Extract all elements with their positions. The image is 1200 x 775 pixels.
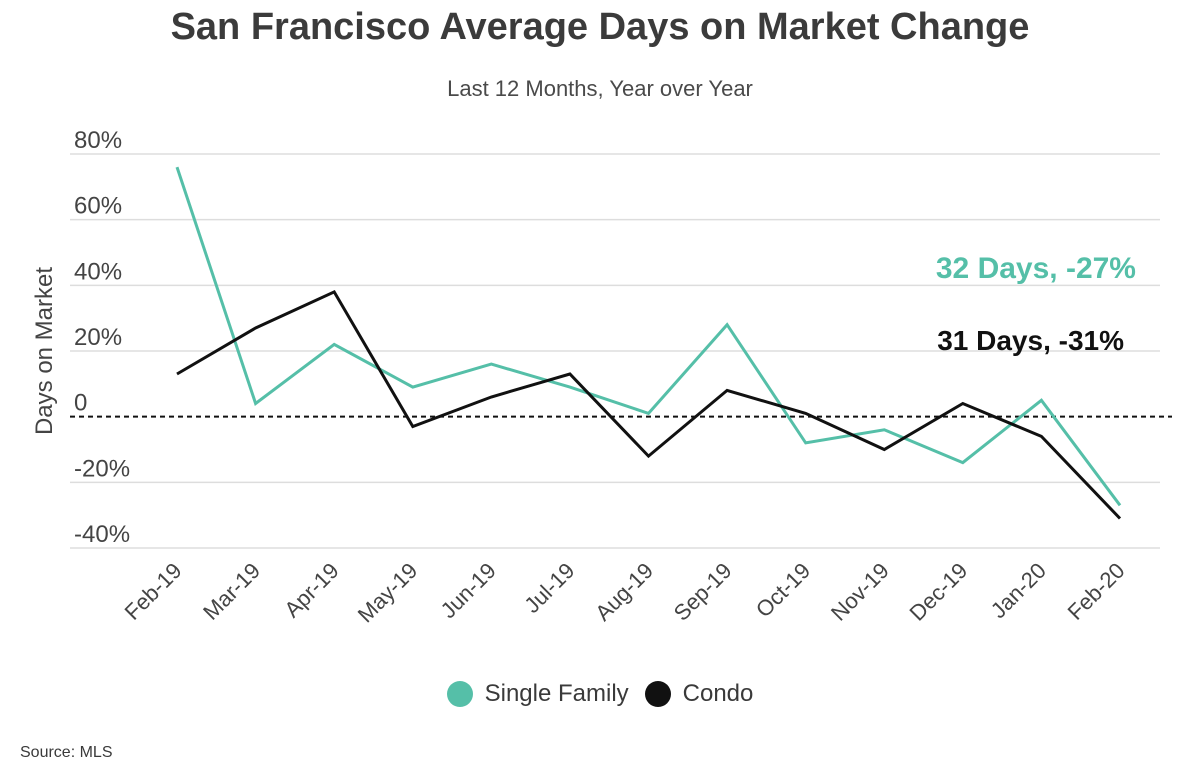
y-tick-label: -20%	[74, 455, 130, 482]
y-axis-label: Days on Market	[31, 267, 58, 435]
x-tick-label: Oct-19	[751, 558, 815, 622]
legend-label-condo: Condo	[682, 680, 754, 707]
y-tick-label: 80%	[74, 127, 122, 154]
x-tick-label: Jan-20	[986, 558, 1051, 623]
y-tick-label: 20%	[74, 324, 122, 351]
x-tick-label: Feb-20	[1063, 558, 1130, 625]
y-tick-label: -40%	[74, 521, 130, 548]
x-tick-label: Apr-19	[279, 558, 343, 622]
legend-item-condo[interactable]: Condo	[644, 680, 754, 708]
y-tick-label: 60%	[74, 193, 122, 220]
x-tick-label: Jul-19	[519, 558, 579, 618]
x-tick-label: Jun-19	[436, 558, 501, 623]
chart-subtitle: Last 12 Months, Year over Year	[447, 76, 753, 101]
x-tick-label: Mar-19	[198, 558, 265, 625]
legend-item-single-family[interactable]: Single Family	[446, 680, 629, 708]
x-tick-label: Sep-19	[669, 558, 737, 626]
x-tick-label: Feb-19	[120, 558, 187, 625]
source-note: Source: MLS	[20, 744, 113, 761]
y-tick-label: 40%	[74, 258, 122, 285]
x-tick-label: Aug-19	[590, 558, 658, 626]
legend-label-single-family: Single Family	[484, 680, 629, 707]
chart-title: San Francisco Average Days on Market Cha…	[170, 6, 1030, 48]
single-family-swatch-icon	[446, 681, 473, 707]
annotation-single-family: 32 Days, -27%	[936, 252, 1136, 285]
x-tick-label: May-19	[353, 558, 423, 628]
condo-swatch-icon	[644, 681, 671, 707]
x-tick-label: Dec-19	[905, 558, 973, 626]
legend: Single Family Condo	[0, 680, 1200, 708]
y-tick-label: 0	[74, 390, 87, 417]
x-tick-label: Nov-19	[826, 558, 894, 626]
annotation-condo: 31 Days, -31%	[937, 325, 1124, 356]
